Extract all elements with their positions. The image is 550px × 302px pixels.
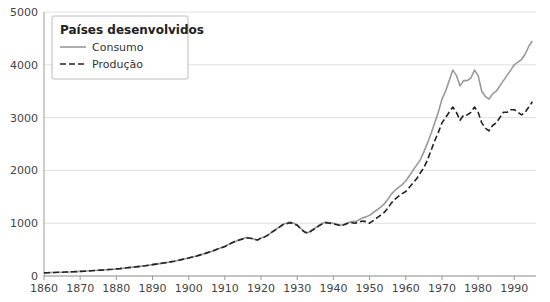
x-tick-label: 1970 (428, 282, 456, 295)
x-tick-label: 1890 (139, 282, 167, 295)
legend-label: Consumo (92, 41, 144, 54)
x-tick-label: 1960 (392, 282, 420, 295)
x-tick (80, 276, 81, 280)
grid-line (44, 12, 536, 13)
grid (44, 12, 536, 276)
y-tick-label: 4000 (10, 59, 38, 72)
x-tick (405, 276, 406, 280)
x-tick (152, 276, 153, 280)
x-axis-line (44, 276, 536, 277)
x-tick (44, 276, 45, 280)
legend-title: Países desenvolvidos (60, 23, 204, 37)
legend: Países desenvolvidos Consumo Produção (52, 16, 204, 79)
x-tick (261, 276, 262, 280)
x-tick (369, 276, 370, 280)
legend-swatch (60, 46, 86, 48)
x-tick-label: 1900 (175, 282, 203, 295)
x-tick-label: 1930 (283, 282, 311, 295)
x-tick (478, 276, 479, 280)
x-tick-label: 1990 (500, 282, 528, 295)
y-tick-label: 2000 (10, 164, 38, 177)
legend-swatch (60, 63, 86, 65)
legend-label: Produção (92, 58, 143, 71)
x-tick-label: 1920 (247, 282, 275, 295)
axes: 0100020003000400050001860187018801890190… (10, 6, 536, 295)
x-tick (116, 276, 117, 280)
x-tick (441, 276, 442, 280)
x-tick-label: 1860 (30, 282, 58, 295)
x-tick (333, 276, 334, 280)
x-tick-label: 1980 (464, 282, 492, 295)
x-tick-label: 1950 (356, 282, 384, 295)
x-tick (188, 276, 189, 280)
series-line (44, 102, 532, 273)
x-tick (297, 276, 298, 280)
x-tick-label: 1880 (102, 282, 130, 295)
x-tick-label: 1910 (211, 282, 239, 295)
x-tick (224, 276, 225, 280)
y-tick-label: 1000 (10, 217, 38, 230)
x-tick (514, 276, 515, 280)
grid-line (44, 170, 536, 171)
x-tick-label: 1940 (319, 282, 347, 295)
y-tick-label: 3000 (10, 112, 38, 125)
chart-container: 0100020003000400050001860187018801890190… (0, 0, 550, 302)
y-tick-label: 5000 (10, 6, 38, 19)
grid-line (44, 276, 536, 277)
x-tick-label: 1870 (66, 282, 94, 295)
y-axis-line (44, 12, 45, 276)
chart-svg: 0100020003000400050001860187018801890190… (0, 0, 550, 302)
